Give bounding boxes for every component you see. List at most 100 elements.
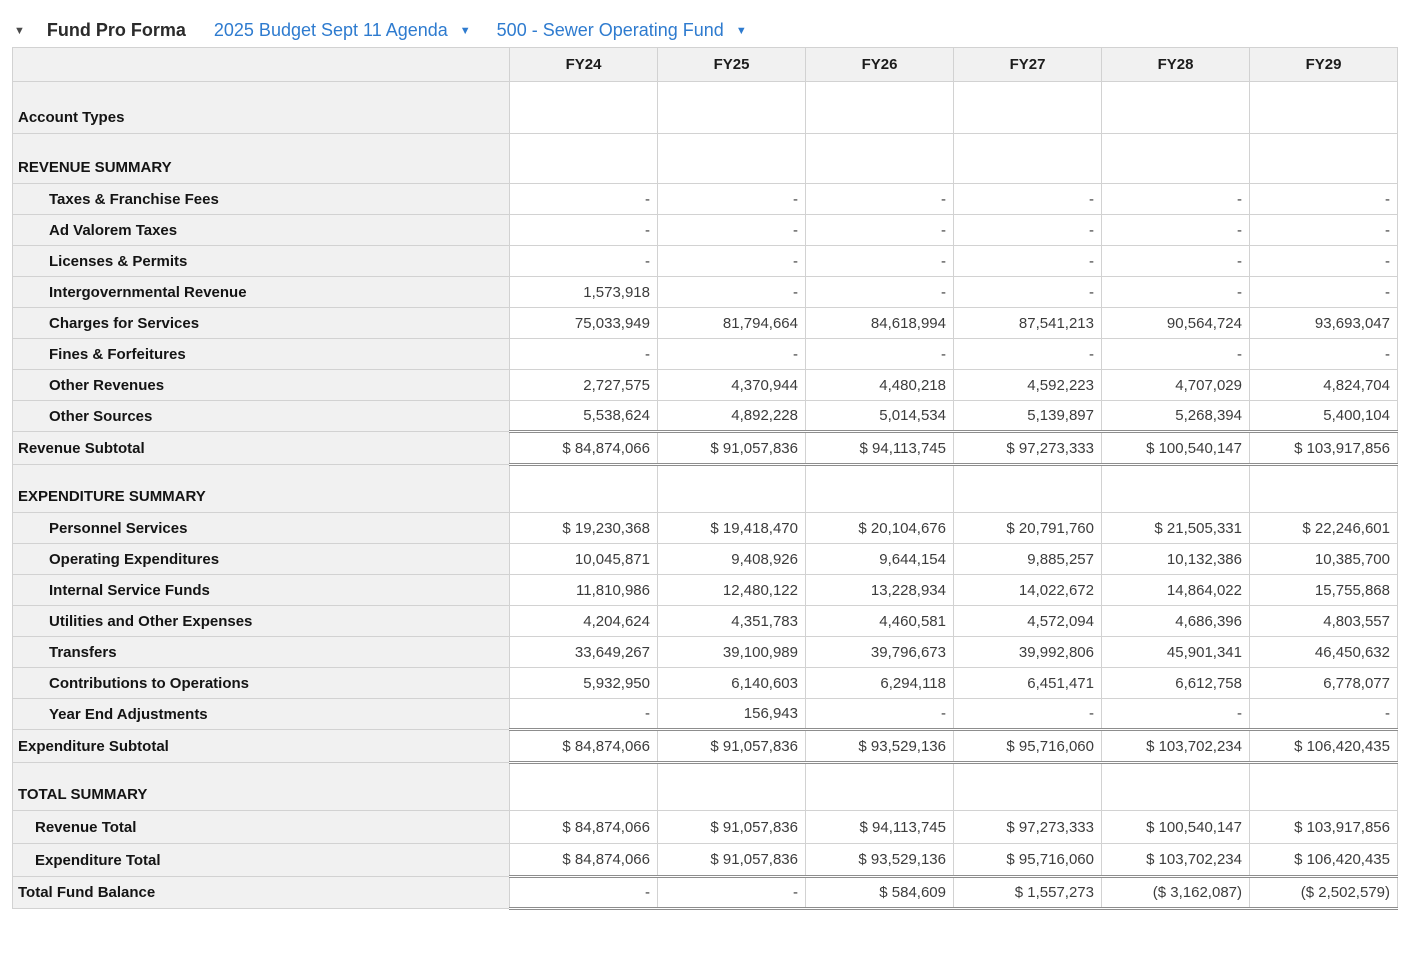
cell-expenditure-subtotal-fy29: $ 106,420,435	[1249, 728, 1398, 764]
cell-fines-forfeitures-fy29: -	[1249, 338, 1398, 370]
cell-taxes-franchise-fees-fy28: -	[1101, 183, 1250, 215]
cell-taxes-franchise-fees-fy26: -	[805, 183, 954, 215]
cell-contributions-to-operations-fy24: 5,932,950	[509, 667, 658, 699]
cell-total-summary-fy29	[1249, 762, 1398, 811]
cell-licenses-permits-fy25: -	[657, 245, 806, 277]
row-revenue-subtotal: Revenue Subtotal $ 84,874,066 $ 91,057,836…	[12, 430, 1398, 466]
cell-fines-forfeitures-fy26: -	[805, 338, 954, 370]
cell-transfers-fy26: 39,796,673	[805, 636, 954, 668]
fund-picker[interactable]: 500 - Sewer Operating Fund ▼	[497, 20, 747, 41]
cell-transfers-fy29: 46,450,632	[1249, 636, 1398, 668]
cell-operating-expenditures-fy29: 10,385,700	[1249, 543, 1398, 575]
cell-personnel-services-fy29: $ 22,246,601	[1249, 512, 1398, 544]
cell-other-revenues-fy25: 4,370,944	[657, 369, 806, 401]
cell-personnel-services-fy27: $ 20,791,760	[953, 512, 1102, 544]
cell-expenditure-total-fy24: $ 84,874,066	[509, 843, 658, 878]
row-revenue-summary: REVENUE SUMMARY	[12, 133, 1398, 184]
cell-ad-valorem-taxes-fy25: -	[657, 214, 806, 246]
cell-revenue-total-fy25: $ 91,057,836	[657, 810, 806, 844]
cell-expenditure-summary-fy28	[1101, 464, 1250, 513]
cell-operating-expenditures-fy27: 9,885,257	[953, 543, 1102, 575]
row-label-total-fund-balance: Total Fund Balance	[12, 876, 510, 909]
cell-revenue-subtotal-fy27: $ 97,273,333	[953, 430, 1102, 466]
row-label-personnel-services: Personnel Services	[12, 512, 510, 544]
row-personnel-services: Personnel Services $ 19,230,368 $ 19,418,4…	[12, 512, 1398, 544]
cell-other-sources-fy29: 5,400,104	[1249, 400, 1398, 432]
budget-picker[interactable]: 2025 Budget Sept 11 Agenda ▼	[214, 20, 471, 41]
cell-transfers-fy24: 33,649,267	[509, 636, 658, 668]
cell-licenses-permits-fy28: -	[1101, 245, 1250, 277]
cell-transfers-fy27: 39,992,806	[953, 636, 1102, 668]
cell-expenditure-summary-fy24	[509, 464, 658, 513]
cell-fines-forfeitures-fy25: -	[657, 338, 806, 370]
cell-taxes-franchise-fees-fy29: -	[1249, 183, 1398, 215]
cell-year-end-adjustments-fy29: -	[1249, 698, 1398, 730]
row-other-sources: Other Sources 5,538,624 4,892,228 5,014,534…	[12, 400, 1398, 432]
table-body: Account Types REVENUE SUMMARY Taxes & Fran…	[12, 81, 1398, 910]
cell-utilities-and-other-expenses-fy27: 4,572,094	[953, 605, 1102, 637]
cell-ad-valorem-taxes-fy29: -	[1249, 214, 1398, 246]
cell-other-sources-fy26: 5,014,534	[805, 400, 954, 432]
cell-transfers-fy28: 45,901,341	[1101, 636, 1250, 668]
cell-ad-valorem-taxes-fy28: -	[1101, 214, 1250, 246]
cell-revenue-subtotal-fy28: $ 100,540,147	[1101, 430, 1250, 466]
cell-personnel-services-fy28: $ 21,505,331	[1101, 512, 1250, 544]
cell-year-end-adjustments-fy28: -	[1101, 698, 1250, 730]
row-label-revenue-summary: REVENUE SUMMARY	[12, 133, 510, 184]
cell-licenses-permits-fy24: -	[509, 245, 658, 277]
row-licenses-permits: Licenses & Permits - - - - - -	[12, 245, 1398, 277]
cell-year-end-adjustments-fy27: -	[953, 698, 1102, 730]
row-utilities-and-other-expenses: Utilities and Other Expenses 4,204,624 4,3…	[12, 605, 1398, 637]
row-label-revenue-total: Revenue Total	[12, 810, 510, 844]
cell-account-types-fy24	[509, 81, 658, 134]
cell-personnel-services-fy25: $ 19,418,470	[657, 512, 806, 544]
column-header-row: FY24 FY25 FY26 FY27 FY28 FY29	[12, 47, 1398, 82]
row-total-fund-balance: Total Fund Balance - - $ 584,609 $ 1,557,273…	[12, 876, 1398, 910]
cell-other-revenues-fy28: 4,707,029	[1101, 369, 1250, 401]
row-label-intergovernmental-revenue: Intergovernmental Revenue	[12, 276, 510, 308]
row-internal-service-funds: Internal Service Funds 11,810,986 12,480,1…	[12, 574, 1398, 606]
row-total-summary: TOTAL SUMMARY	[12, 762, 1398, 811]
row-other-revenues: Other Revenues 2,727,575 4,370,944 4,480,21…	[12, 369, 1398, 401]
cell-charges-for-services-fy28: 90,564,724	[1101, 307, 1250, 339]
fund-picker-label[interactable]: 500 - Sewer Operating Fund	[496, 20, 724, 40]
cell-year-end-adjustments-fy26: -	[805, 698, 954, 730]
cell-account-types-fy27	[953, 81, 1102, 134]
chevron-down-icon[interactable]: ▼	[459, 24, 471, 37]
cell-other-revenues-fy26: 4,480,218	[805, 369, 954, 401]
cell-expenditure-subtotal-fy25: $ 91,057,836	[657, 728, 806, 764]
cell-total-summary-fy24	[509, 762, 658, 811]
row-label-internal-service-funds: Internal Service Funds	[12, 574, 510, 606]
row-fines-forfeitures: Fines & Forfeitures - - - - - -	[12, 338, 1398, 370]
chevron-down-icon[interactable]: ▼	[735, 24, 747, 37]
cell-total-summary-fy28	[1101, 762, 1250, 811]
cell-expenditure-total-fy29: $ 106,420,435	[1249, 843, 1398, 878]
cell-intergovernmental-revenue-fy29: -	[1249, 276, 1398, 308]
cell-internal-service-funds-fy27: 14,022,672	[953, 574, 1102, 606]
cell-expenditure-total-fy26: $ 93,529,136	[805, 843, 954, 878]
row-year-end-adjustments: Year End Adjustments -156,943- - - -	[12, 698, 1398, 730]
cell-internal-service-funds-fy28: 14,864,022	[1101, 574, 1250, 606]
column-header-fy29: FY29	[1249, 47, 1398, 82]
cell-taxes-franchise-fees-fy27: -	[953, 183, 1102, 215]
row-label-expenditure-subtotal: Expenditure Subtotal	[12, 729, 510, 763]
cell-intergovernmental-revenue-fy27: -	[953, 276, 1102, 308]
collapse-caret-icon[interactable]: ▼	[14, 24, 25, 37]
row-label-expenditure-total: Expenditure Total	[12, 843, 510, 877]
budget-picker-label[interactable]: 2025 Budget Sept 11 Agenda	[213, 20, 448, 40]
cell-other-revenues-fy29: 4,824,704	[1249, 369, 1398, 401]
row-expenditure-total: Expenditure Total $ 84,874,066 $ 91,057,83…	[12, 843, 1398, 878]
cell-internal-service-funds-fy24: 11,810,986	[509, 574, 658, 606]
cell-taxes-franchise-fees-fy24: -	[509, 183, 658, 215]
row-expenditure-subtotal: Expenditure Subtotal $ 84,874,066 $ 91,057…	[12, 728, 1398, 764]
cell-revenue-total-fy27: $ 97,273,333	[953, 810, 1102, 844]
cell-expenditure-total-fy28: $ 103,702,234	[1101, 843, 1250, 878]
cell-revenue-summary-fy27	[953, 133, 1102, 184]
cell-operating-expenditures-fy25: 9,408,926	[657, 543, 806, 575]
cell-charges-for-services-fy27: 87,541,213	[953, 307, 1102, 339]
cell-revenue-summary-fy24	[509, 133, 658, 184]
cell-utilities-and-other-expenses-fy29: 4,803,557	[1249, 605, 1398, 637]
cell-revenue-total-fy26: $ 94,113,745	[805, 810, 954, 844]
row-label-year-end-adjustments: Year End Adjustments	[12, 698, 510, 730]
column-header-fy25: FY25	[657, 47, 806, 82]
